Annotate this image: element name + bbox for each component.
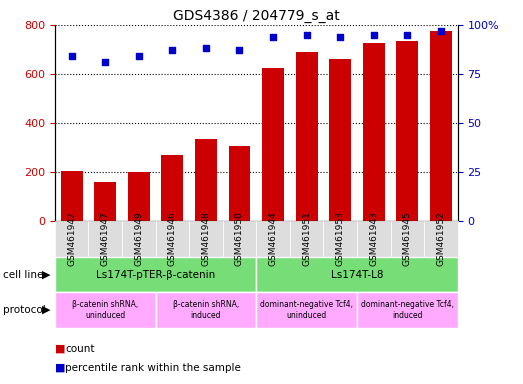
Bar (262, 68, 284, 221)
Bar (363, 43, 384, 221)
Text: cell line: cell line (3, 270, 43, 280)
Text: ▶: ▶ (42, 270, 50, 280)
Point (67, 53, 76, 60)
Text: β-catenin shRNA,
induced: β-catenin shRNA, induced (173, 300, 239, 320)
Point (202, 45, 210, 51)
Text: protocol: protocol (3, 305, 46, 315)
Point (134, 53, 143, 60)
Point (437, 28, 445, 34)
Point (302, 32, 311, 38)
Text: GSM461947: GSM461947 (101, 212, 110, 266)
Text: ■: ■ (55, 363, 65, 373)
Bar (61, 170, 83, 221)
Text: GSM461946: GSM461946 (168, 212, 177, 266)
Text: GSM461944: GSM461944 (268, 212, 278, 266)
Bar (229, 146, 251, 221)
Text: Ls174T-pTER-β-catenin: Ls174T-pTER-β-catenin (96, 270, 215, 280)
Point (235, 47, 244, 53)
Text: count: count (65, 344, 95, 354)
Text: Ls174T-L8: Ls174T-L8 (331, 270, 383, 280)
Text: GSM461953: GSM461953 (336, 212, 345, 266)
Bar (396, 41, 418, 221)
Point (370, 32, 378, 38)
Text: ▶: ▶ (42, 305, 50, 315)
Bar (128, 172, 150, 221)
Text: dominant-negative Tcf4,
induced: dominant-negative Tcf4, induced (361, 300, 454, 320)
Point (403, 32, 412, 38)
Point (336, 34, 344, 40)
Bar (430, 31, 452, 221)
Text: dominant-negative Tcf4,
uninduced: dominant-negative Tcf4, uninduced (260, 300, 353, 320)
Text: GSM461942: GSM461942 (67, 212, 76, 266)
Text: β-catenin shRNA,
uninduced: β-catenin shRNA, uninduced (72, 300, 139, 320)
Point (101, 59, 109, 65)
Bar (329, 59, 351, 221)
Point (168, 47, 177, 53)
Point (269, 34, 277, 40)
Bar (94, 182, 116, 221)
Text: GSM461945: GSM461945 (403, 212, 412, 266)
Text: GSM461951: GSM461951 (302, 212, 311, 266)
Text: GSM461952: GSM461952 (436, 212, 446, 266)
Text: GSM461950: GSM461950 (235, 212, 244, 266)
Title: GDS4386 / 204779_s_at: GDS4386 / 204779_s_at (173, 8, 339, 23)
Text: GSM461943: GSM461943 (369, 212, 378, 266)
Bar (295, 52, 317, 221)
Text: GSM461949: GSM461949 (134, 212, 143, 266)
Bar (162, 155, 183, 221)
Text: ■: ■ (55, 344, 65, 354)
Text: percentile rank within the sample: percentile rank within the sample (65, 363, 241, 373)
Bar (195, 139, 217, 221)
Text: GSM461948: GSM461948 (201, 212, 210, 266)
